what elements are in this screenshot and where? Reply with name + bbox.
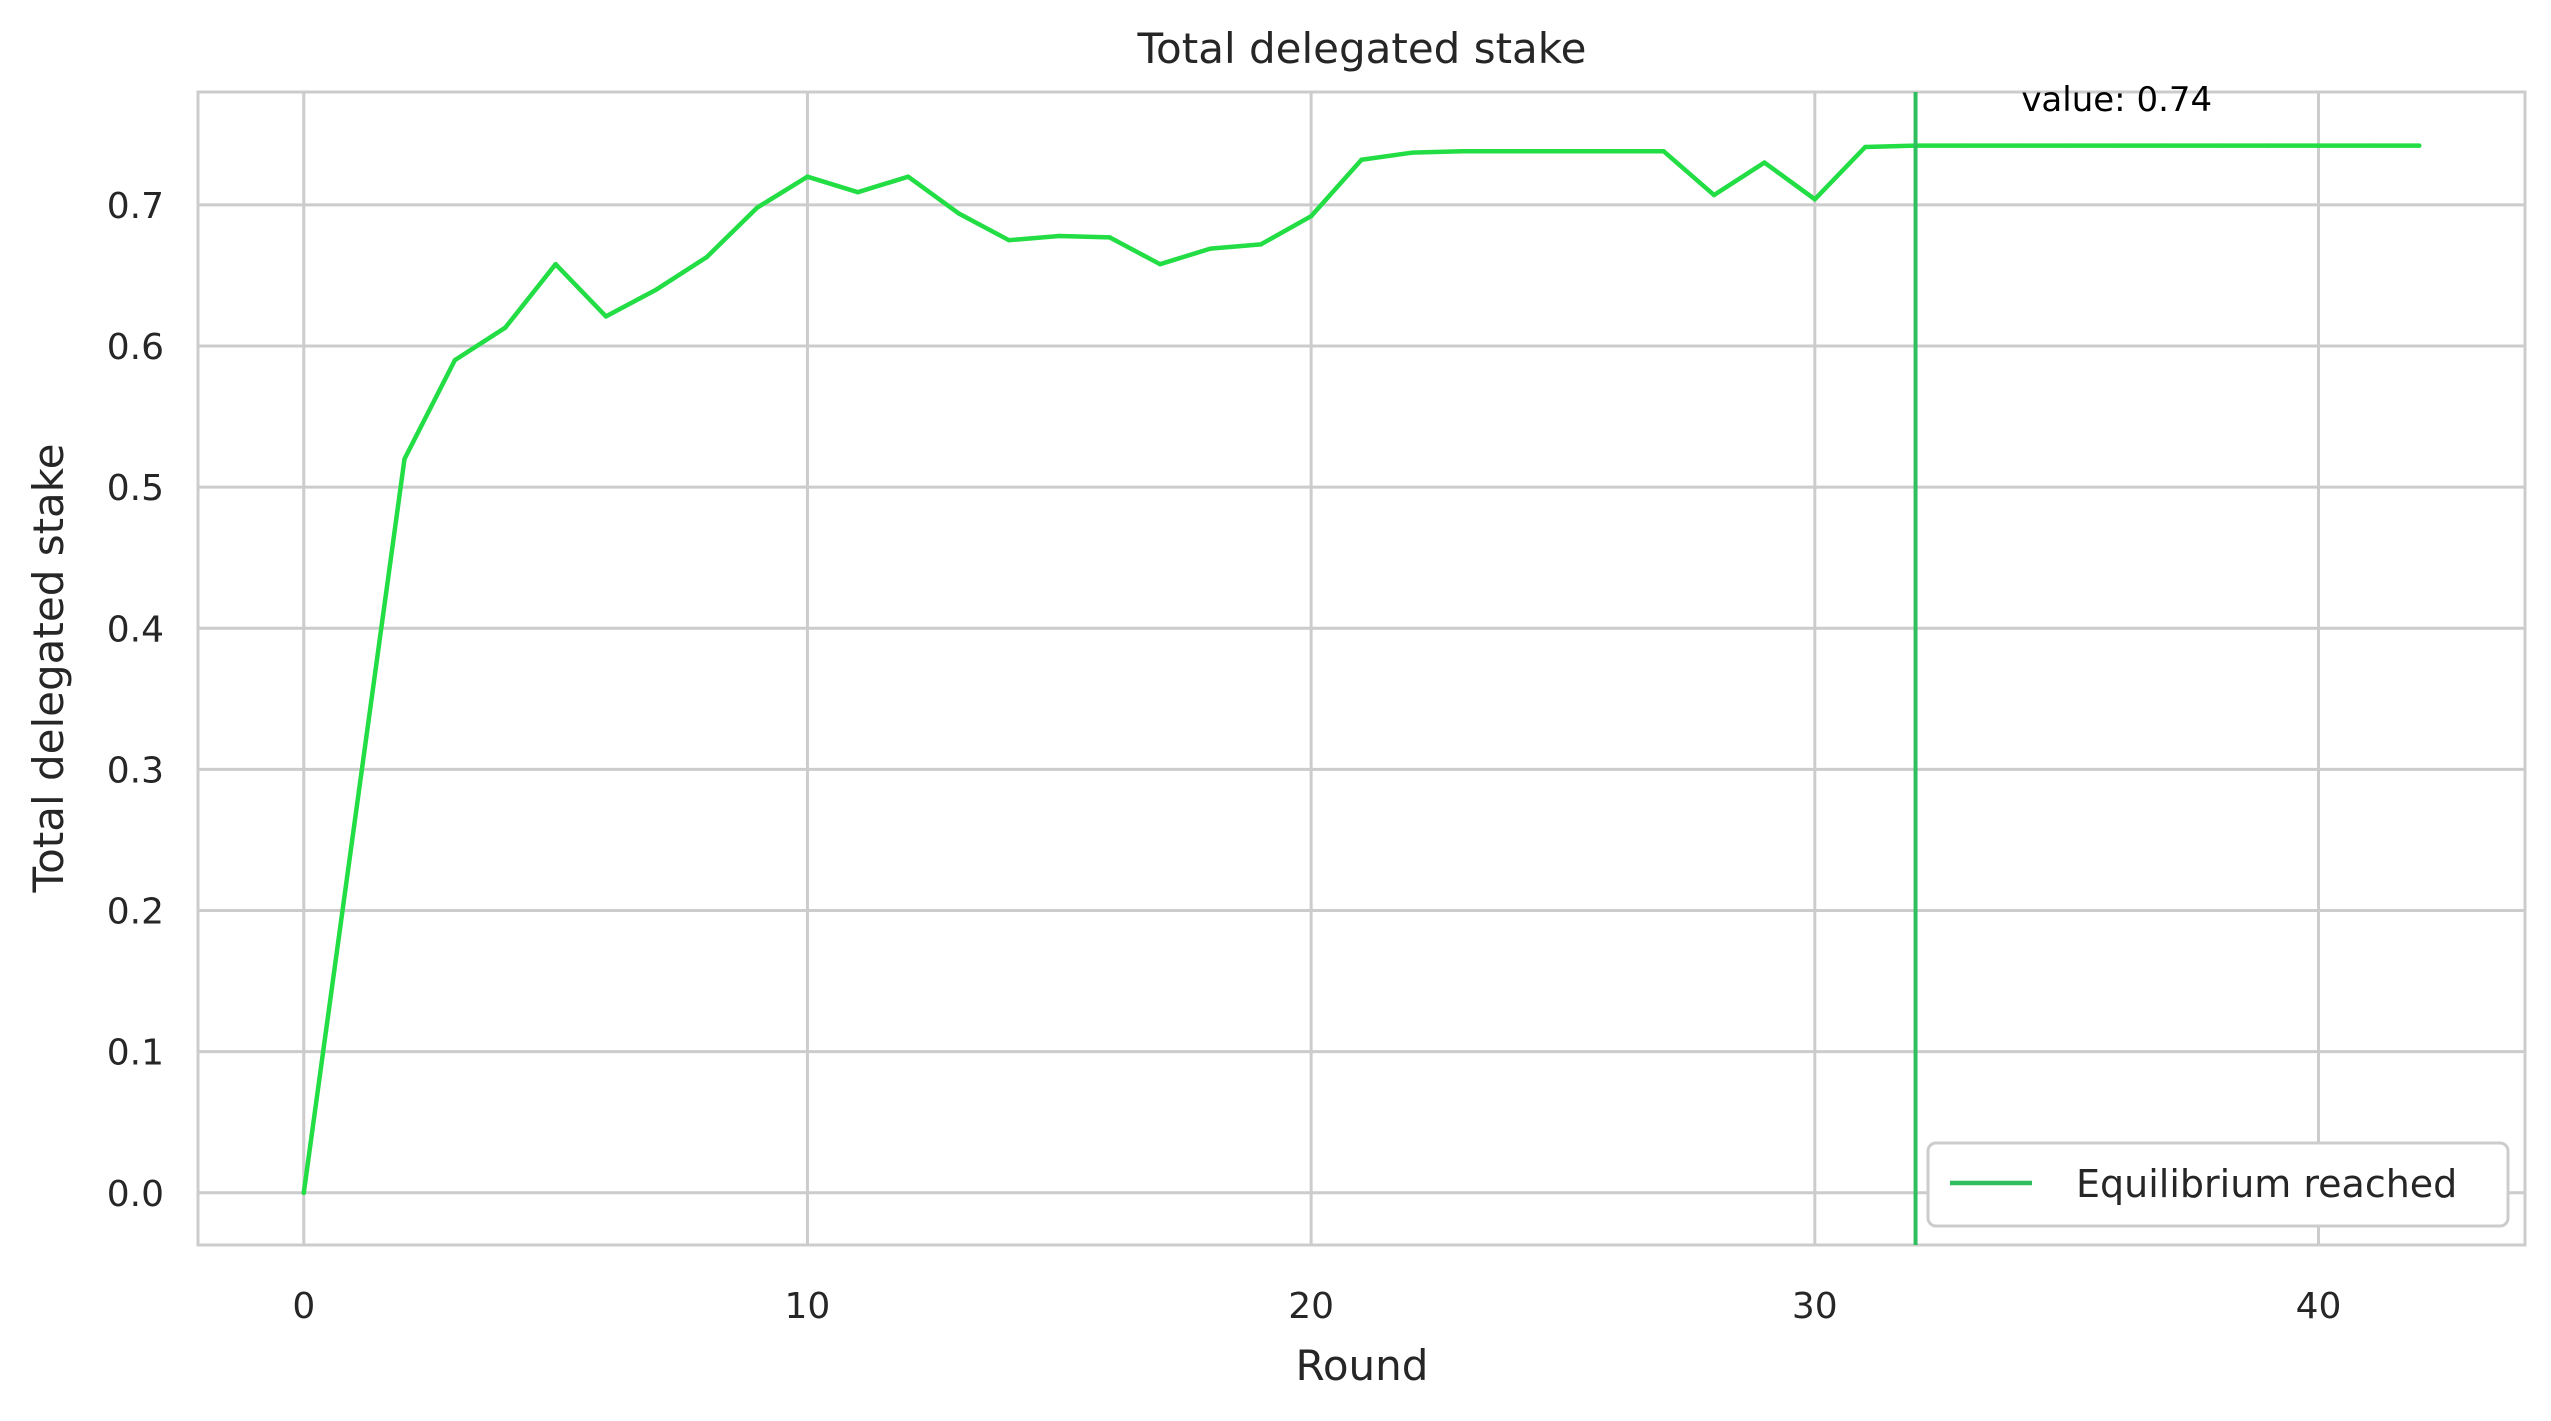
y-tick-label: 0.2 bbox=[107, 892, 164, 933]
series-line-total-delegated-stake bbox=[301, 143, 2422, 1196]
data-point bbox=[2265, 143, 2271, 148]
y-tick-label: 0.7 bbox=[107, 186, 164, 227]
data-point bbox=[503, 325, 508, 330]
data-point bbox=[1208, 246, 1213, 251]
data-point bbox=[1460, 149, 1465, 154]
value-annotation: value: 0.74 bbox=[2021, 80, 2212, 120]
data-point bbox=[1107, 235, 1112, 240]
data-point bbox=[1057, 233, 1062, 239]
data-point bbox=[2316, 143, 2321, 148]
x-tick-label: 0 bbox=[292, 1286, 315, 1327]
plot-area-frame bbox=[196, 90, 2527, 1247]
data-point bbox=[1308, 213, 1314, 219]
data-point bbox=[2215, 143, 2220, 148]
data-point bbox=[2014, 143, 2019, 148]
data-point bbox=[301, 1190, 306, 1195]
chart-title: Total delegated stake bbox=[1137, 24, 1587, 73]
data-point bbox=[603, 314, 609, 319]
data-point bbox=[654, 287, 659, 292]
y-tick-label: 0.3 bbox=[107, 750, 164, 791]
data-point bbox=[2064, 143, 2069, 148]
y-tick-label: 0.5 bbox=[107, 468, 164, 509]
data-point bbox=[855, 189, 861, 195]
data-point bbox=[553, 261, 558, 267]
grid-lines bbox=[198, 92, 2525, 1245]
y-tick-labels: 0.0 0.1 0.2 0.3 0.4 0.5 0.6 0.7 bbox=[107, 186, 164, 1215]
data-point bbox=[754, 205, 760, 210]
y-tick-label: 0.6 bbox=[107, 327, 164, 368]
data-point bbox=[452, 357, 458, 363]
data-point bbox=[1862, 144, 1868, 150]
data-point bbox=[1510, 149, 1515, 154]
x-tick-label: 20 bbox=[1288, 1286, 1334, 1327]
data-point bbox=[402, 456, 407, 462]
data-point bbox=[1711, 192, 1717, 198]
x-tick-labels: 0 10 20 30 40 bbox=[292, 1286, 2341, 1327]
x-tick-label: 40 bbox=[2296, 1286, 2342, 1327]
data-point bbox=[1006, 237, 1012, 243]
data-point bbox=[1409, 150, 1415, 155]
data-point bbox=[2417, 143, 2422, 148]
data-point bbox=[1762, 160, 1767, 165]
data-point bbox=[1611, 149, 1616, 154]
y-axis-title: Total delegated stake bbox=[24, 444, 73, 894]
legend-label: Equilibrium reached bbox=[2076, 1162, 2457, 1206]
data-point bbox=[2165, 143, 2170, 148]
y-tick-label: 0.4 bbox=[107, 609, 164, 650]
data-point bbox=[805, 174, 810, 179]
data-point bbox=[1963, 143, 1969, 148]
data-point bbox=[1661, 149, 1666, 154]
data-point bbox=[1157, 261, 1163, 267]
x-tick-label: 30 bbox=[1792, 1286, 1838, 1327]
x-axis-title: Round bbox=[1296, 1341, 1429, 1390]
data-point bbox=[905, 174, 911, 179]
data-point bbox=[1359, 157, 1364, 162]
x-tick-label: 10 bbox=[785, 1286, 831, 1327]
data-point bbox=[2366, 143, 2372, 148]
series-points bbox=[301, 143, 2422, 1195]
y-tick-label: 0.1 bbox=[107, 1033, 164, 1074]
data-point bbox=[956, 211, 961, 216]
data-point bbox=[351, 823, 357, 829]
y-tick-label: 0.0 bbox=[107, 1174, 164, 1215]
data-point bbox=[704, 254, 709, 260]
data-point bbox=[1560, 149, 1566, 154]
data-point bbox=[1812, 197, 1818, 202]
data-point bbox=[1258, 242, 1263, 247]
legend: Equilibrium reached bbox=[1926, 1141, 2510, 1228]
legend-box bbox=[1926, 1141, 2510, 1228]
data-point bbox=[2114, 143, 2120, 148]
